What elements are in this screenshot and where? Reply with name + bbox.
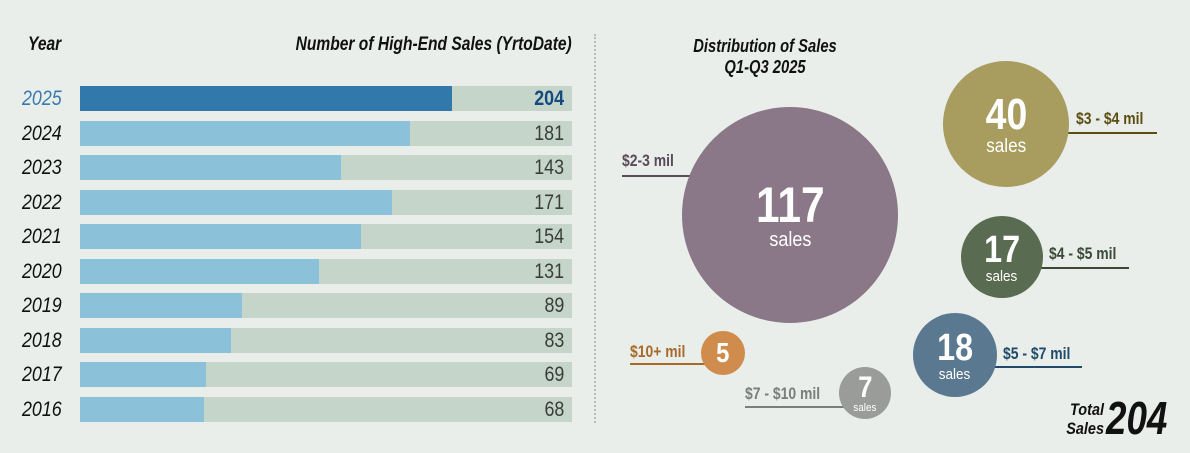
year-label: 2024 [22, 121, 62, 145]
leader-line [630, 363, 710, 365]
leader-line [622, 175, 702, 177]
bubble-unit: sales [986, 267, 1018, 285]
distribution-title-line2: Q1-Q3 2025 [724, 57, 806, 77]
total-label-line2: Sales [1066, 419, 1104, 438]
year-column-header: Year [28, 34, 62, 55]
price-range-label: $5 - $7 mil [1003, 344, 1071, 363]
bubble-unit: sales [986, 135, 1026, 157]
bar-value-label: 83 [544, 328, 564, 352]
total-label-line1: Total [1070, 400, 1104, 419]
bar-value-label: 68 [544, 397, 564, 421]
bar-fill [80, 86, 452, 111]
bar-track: 143 [80, 155, 572, 180]
bubble-unit: sales [853, 401, 877, 414]
bar-row: 2017 69 [0, 362, 600, 387]
bar-value-label: 171 [534, 190, 564, 214]
bar-fill [80, 293, 243, 318]
bubble-unit: sales [939, 365, 971, 383]
bar-fill [80, 396, 204, 422]
bar-value-label: 131 [534, 259, 564, 283]
price-range-label: $7 - $10 mil [745, 384, 821, 403]
section-divider [594, 34, 596, 423]
bar-row: 2020 131 [0, 258, 600, 284]
leader-line [987, 366, 1082, 368]
bubble-4-5-mil: 17 sales [961, 216, 1043, 298]
bubble-2-3-mil: 117 sales [682, 107, 898, 323]
bubble-unit: sales [768, 229, 812, 251]
price-range-label: $3 - $4 mil [1076, 109, 1144, 128]
year-label: 2020 [22, 259, 62, 283]
year-label: 2017 [22, 363, 62, 386]
bar-track: 89 [80, 293, 572, 318]
year-label: 2023 [22, 156, 62, 179]
bar-row: 2025 204 [0, 86, 600, 111]
bar-value-label: 181 [534, 121, 564, 145]
bar-fill [80, 155, 341, 180]
leader-line [745, 406, 855, 408]
bar-row: 2024 181 [0, 120, 600, 146]
bar-value-label: 89 [544, 294, 564, 317]
bar-row: 2019 89 [0, 293, 600, 318]
bubble-5-7-mil: 18 sales [913, 313, 997, 397]
bar-track: 171 [80, 189, 572, 215]
bar-track: 154 [80, 224, 572, 249]
bubble-count: 40 [985, 89, 1027, 139]
bar-value-label: 69 [544, 363, 564, 386]
bubble-count: 117 [755, 177, 825, 233]
bar-row: 2023 143 [0, 155, 600, 180]
year-label: 2022 [22, 190, 62, 214]
price-range-label: $2-3 mil [622, 151, 674, 170]
bar-fill [80, 224, 361, 249]
bar-fill [80, 258, 319, 284]
bubble-3-4-mil: 40 sales [943, 61, 1069, 187]
distribution-title-line1: Distribution of Sales [693, 36, 837, 56]
bar-fill [80, 362, 206, 387]
bar-track: 69 [80, 362, 572, 387]
bar-row: 2016 68 [0, 396, 600, 422]
bar-track: 181 [80, 120, 572, 146]
bar-chart-title: Number of High-End Sales (YrtoDate) [295, 34, 572, 55]
bar-value-label: 154 [534, 225, 564, 248]
bubble-count: 7 [857, 370, 873, 404]
bar-fill [80, 120, 410, 146]
year-label: 2025 [22, 87, 62, 110]
bar-value-label: 143 [534, 156, 564, 179]
year-label: 2016 [22, 397, 62, 421]
bar-row: 2021 154 [0, 224, 600, 249]
leader-line [1062, 132, 1157, 134]
distribution-title: Distribution of Sales Q1-Q3 2025 [663, 36, 868, 78]
year-label: 2018 [22, 328, 62, 352]
total-sales-label: Total Sales [1062, 400, 1104, 438]
bubble-count: 17 [984, 228, 1020, 271]
total-sales-value: 204 [1106, 392, 1168, 444]
bubble-count: 18 [937, 326, 973, 369]
bar-track: 131 [80, 258, 572, 284]
bubble-10-plus-mil: 5 [701, 331, 745, 375]
price-range-label: $4 - $5 mil [1049, 244, 1117, 263]
bar-fill [80, 189, 392, 215]
bar-row: 2022 171 [0, 189, 600, 215]
year-label: 2019 [22, 294, 62, 317]
bar-track: 68 [80, 396, 572, 422]
year-label: 2021 [22, 225, 62, 248]
bar-chart: 2025 204 2024 181 2023 143 2022 171 2021 154 2020 1… [0, 86, 600, 422]
bar-track: 83 [80, 327, 572, 353]
bar-value-label: 204 [534, 87, 564, 110]
price-range-label: $10+ mil [630, 342, 686, 361]
bubble-7-10-mil: 7 sales [839, 367, 891, 419]
bar-track: 204 [80, 86, 572, 111]
bubble-count: 5 [716, 337, 730, 368]
leader-line [1035, 267, 1129, 269]
bar-row: 2018 83 [0, 327, 600, 353]
bar-fill [80, 327, 232, 353]
